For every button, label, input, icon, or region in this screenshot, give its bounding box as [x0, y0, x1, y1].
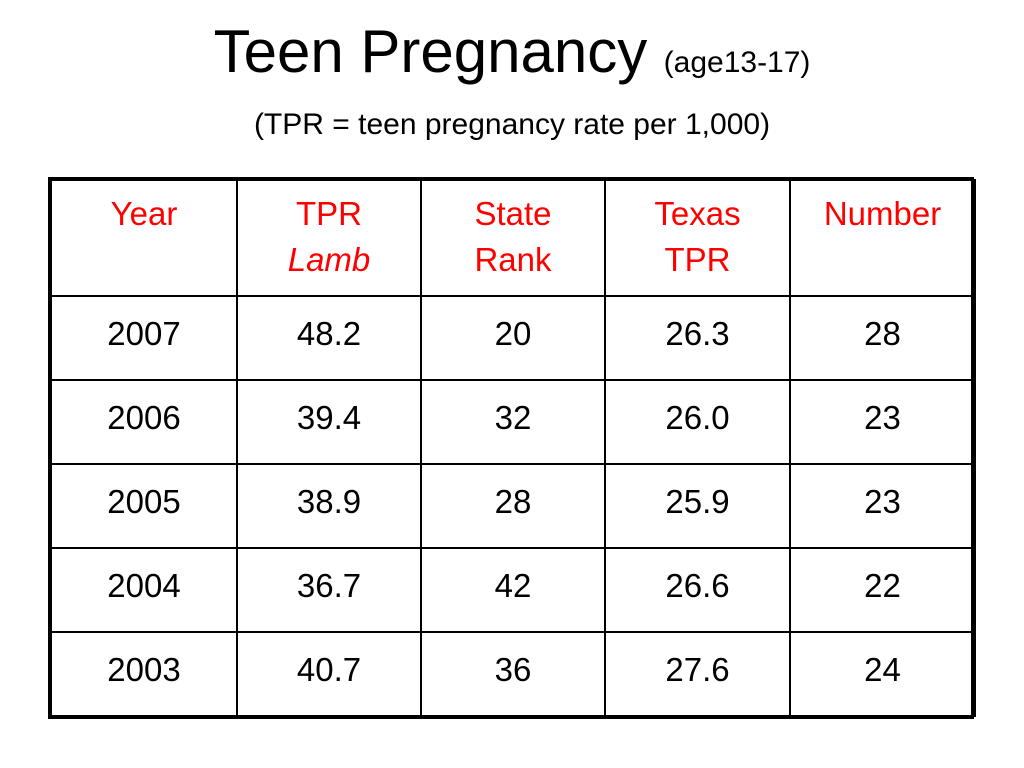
cell-state-rank: 20 [420, 295, 606, 381]
header-year-label: Year [110, 195, 178, 232]
slide-subtitle: (TPR = teen pregnancy rate per 1,000) [253, 108, 771, 141]
cell-number: 22 [789, 547, 976, 633]
cell-year: 2007 [50, 295, 238, 381]
title-main: Teen Pregnancy [213, 18, 648, 85]
table-row: 2003 40.7 36 27.6 24 [50, 631, 976, 717]
header-number-label: Number [823, 195, 942, 232]
table-row: 2005 38.9 28 25.9 23 [50, 463, 976, 549]
teen-pregnancy-table: Year TPR Lamb State Rank Texas TPR Numbe… [50, 179, 976, 717]
cell-tpr-lamb: 38.9 [236, 463, 422, 549]
header-texas-tpr-label: TPR [664, 241, 731, 278]
header-rank-label: Rank [474, 241, 552, 278]
cell-texas-tpr: 26.6 [604, 547, 791, 633]
header-state-rank: State Rank [420, 179, 606, 297]
table-row: 2007 48.2 20 26.3 28 [50, 295, 976, 381]
header-lamb-label: Lamb [287, 241, 371, 278]
cell-tpr-lamb: 40.7 [236, 631, 422, 717]
cell-number: 28 [789, 295, 976, 381]
cell-texas-tpr: 27.6 [604, 631, 791, 717]
header-state-label: State [474, 195, 552, 232]
cell-tpr-lamb: 48.2 [236, 295, 422, 381]
cell-texas-tpr: 25.9 [604, 463, 791, 549]
cell-state-rank: 42 [420, 547, 606, 633]
cell-year: 2005 [50, 463, 238, 549]
title-qualifier: (age13-17) [663, 46, 811, 79]
cell-number: 23 [789, 463, 976, 549]
header-tpr-label: TPR [296, 195, 362, 232]
cell-texas-tpr: 26.3 [604, 295, 791, 381]
header-texas-tpr: Texas TPR [604, 179, 791, 297]
cell-tpr-lamb: 39.4 [236, 379, 422, 465]
cell-year: 2006 [50, 379, 238, 465]
table-row: 2006 39.4 32 26.0 23 [50, 379, 976, 465]
slide-title: Teen Pregnancy (age13-17) [0, 22, 1024, 82]
header-tpr-lamb: TPR Lamb [236, 179, 422, 297]
cell-texas-tpr: 26.0 [604, 379, 791, 465]
cell-state-rank: 36 [420, 631, 606, 717]
cell-year: 2004 [50, 547, 238, 633]
table-header-row: Year TPR Lamb State Rank Texas TPR Numbe… [50, 179, 976, 297]
cell-state-rank: 32 [420, 379, 606, 465]
cell-tpr-lamb: 36.7 [236, 547, 422, 633]
cell-state-rank: 28 [420, 463, 606, 549]
cell-number: 23 [789, 379, 976, 465]
cell-year: 2003 [50, 631, 238, 717]
cell-number: 24 [789, 631, 976, 717]
header-number: Number [789, 179, 976, 297]
header-texas-label: Texas [654, 195, 741, 232]
header-year: Year [50, 179, 238, 297]
table-row: 2004 36.7 42 26.6 22 [50, 547, 976, 633]
